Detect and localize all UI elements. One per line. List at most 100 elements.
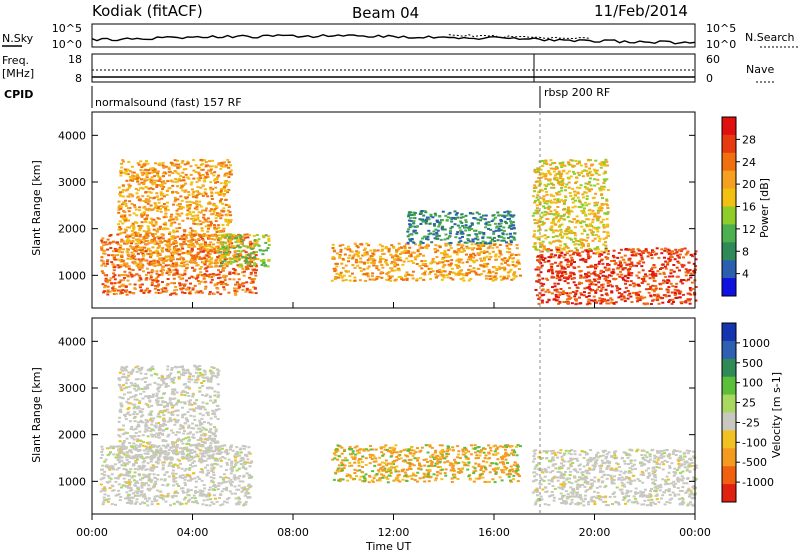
data-cell	[221, 253, 225, 256]
data-cell	[595, 169, 599, 172]
data-cell	[172, 269, 176, 272]
data-cell	[144, 289, 148, 292]
data-cell	[443, 260, 447, 262]
data-cell	[558, 279, 562, 282]
data-cell	[583, 186, 587, 189]
data-cell	[181, 160, 185, 163]
data-cell	[395, 255, 399, 258]
data-cell	[210, 276, 214, 278]
data-cell	[249, 273, 253, 276]
data-cell	[171, 172, 175, 175]
data-cell	[118, 258, 122, 261]
data-cell	[593, 214, 597, 217]
data-cell	[196, 274, 200, 277]
data-cell	[126, 188, 130, 191]
data-cell	[200, 192, 204, 195]
data-cell	[456, 243, 460, 246]
data-cell	[575, 250, 579, 253]
data-cell	[177, 253, 181, 256]
data-cell	[439, 271, 443, 274]
data-cell	[194, 277, 198, 280]
data-cell	[539, 176, 543, 179]
data-cell	[433, 248, 437, 251]
data-cell	[390, 269, 394, 272]
data-cell	[565, 211, 569, 214]
data-cell	[605, 213, 609, 215]
data-cell	[536, 238, 540, 241]
noise-tick-top-right: 10^5	[706, 22, 736, 35]
data-cell	[536, 266, 540, 269]
data-cell	[557, 302, 560, 305]
data-cell	[534, 247, 538, 250]
data-cell	[409, 253, 413, 256]
data-cell	[119, 206, 123, 209]
data-cell	[103, 489, 107, 492]
data-cell	[573, 190, 577, 193]
data-cell	[213, 226, 217, 229]
data-cell	[545, 218, 549, 220]
cpid-panel: CPID normalsound (fast) 157 RF rbsp 200 …	[4, 86, 610, 109]
data-cell	[671, 250, 674, 253]
data-cell	[533, 184, 537, 187]
data-cell	[567, 186, 571, 189]
data-cell	[341, 279, 345, 282]
data-cell	[385, 263, 389, 266]
data-cell	[405, 279, 409, 281]
data-cell	[572, 197, 576, 200]
data-cell	[642, 261, 646, 264]
data-cell	[637, 271, 641, 274]
data-cell	[125, 474, 129, 477]
data-cell	[208, 263, 212, 266]
data-cell	[505, 277, 509, 280]
colorbar-swatch	[722, 242, 736, 261]
data-cell	[606, 284, 610, 287]
data-cell	[593, 170, 597, 173]
data-cell	[131, 222, 135, 225]
data-cell	[136, 265, 140, 268]
data-cell	[117, 251, 121, 253]
data-cell	[617, 292, 621, 294]
data-cell	[157, 237, 161, 240]
data-cell	[133, 206, 137, 209]
data-cell	[205, 164, 209, 167]
data-cell	[631, 248, 635, 251]
data-cell	[223, 174, 227, 177]
data-cell	[419, 240, 423, 243]
data-cell	[120, 274, 124, 276]
data-cell	[470, 243, 474, 246]
data-cell	[195, 241, 198, 244]
data-cell	[606, 223, 610, 226]
data-cell	[144, 221, 148, 224]
data-cell	[212, 466, 216, 469]
data-cell	[233, 485, 237, 488]
data-cell	[195, 208, 199, 211]
data-cell	[154, 205, 158, 208]
data-cell	[161, 192, 165, 195]
data-cell	[126, 226, 130, 229]
data-cell	[638, 290, 642, 293]
data-cell	[143, 246, 147, 249]
data-cell	[481, 236, 485, 239]
data-cell	[556, 229, 560, 232]
data-cell	[379, 255, 383, 258]
data-cell	[250, 291, 254, 294]
data-cell	[491, 238, 494, 241]
data-cell	[171, 164, 174, 167]
data-cell	[359, 270, 363, 273]
data-cell	[123, 242, 126, 245]
data-cell	[239, 451, 243, 454]
data-cell	[232, 476, 236, 479]
data-cell	[223, 249, 227, 252]
data-cell	[190, 275, 194, 278]
data-cell	[567, 212, 571, 214]
data-cell	[448, 255, 452, 258]
data-cell	[605, 257, 609, 260]
data-cell	[581, 175, 585, 178]
data-cell	[181, 247, 185, 250]
colorbar-swatch	[722, 117, 736, 136]
data-cell	[150, 179, 154, 182]
data-cell	[249, 258, 253, 261]
data-cell	[542, 198, 546, 201]
data-cell	[410, 214, 414, 216]
